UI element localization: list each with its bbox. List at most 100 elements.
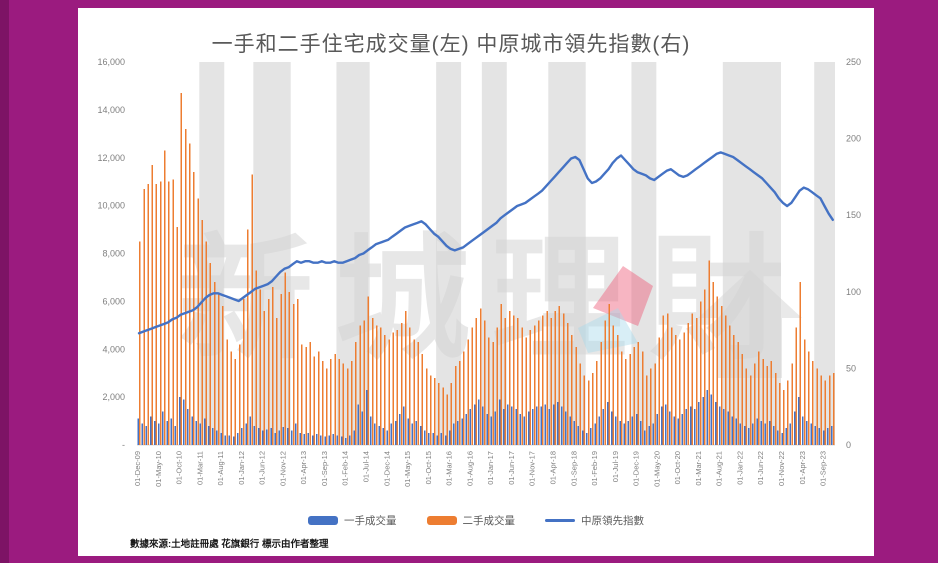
legend-label-index: 中原領先指數	[581, 515, 644, 527]
highlight-band	[548, 62, 586, 445]
y-axis-right-tick-label: 50	[846, 363, 856, 373]
bar-primary	[760, 421, 763, 445]
legend-swatch-secondary-bar	[426, 516, 457, 525]
bar-primary	[237, 433, 239, 445]
bar-secondary	[405, 310, 407, 445]
bar-secondary	[733, 334, 735, 445]
bar-secondary	[400, 322, 403, 445]
bar-primary	[199, 423, 202, 445]
bar-primary	[270, 428, 272, 445]
bar-primary	[548, 409, 551, 445]
bar-primary	[689, 406, 692, 445]
bar-primary	[432, 433, 434, 445]
bar-secondary	[504, 318, 507, 445]
x-axis-tick-label: 01-Nov-17	[528, 451, 537, 486]
bar-primary	[457, 421, 459, 445]
bar-secondary	[654, 363, 656, 445]
bar-primary	[436, 435, 438, 445]
x-axis-tick-label: 01-Apr-23	[798, 451, 807, 484]
bar-primary	[723, 409, 725, 445]
bar-primary	[153, 421, 156, 445]
bar-secondary	[384, 334, 386, 445]
bar-secondary	[446, 394, 449, 445]
bar-secondary	[583, 375, 586, 445]
bar-primary	[266, 429, 268, 445]
bar-primary	[527, 411, 530, 445]
bar-primary	[183, 399, 185, 445]
bar-secondary	[267, 298, 270, 445]
x-axis-tick-label: 01-Oct-15	[424, 451, 433, 484]
bar-secondary	[367, 296, 370, 445]
bar-primary	[822, 430, 825, 445]
bar-primary	[731, 416, 733, 445]
bar-primary	[631, 416, 634, 445]
bar-primary	[349, 435, 351, 445]
bar-secondary	[596, 361, 598, 445]
bar-primary	[594, 423, 596, 445]
bar-secondary	[704, 289, 706, 445]
bar-secondary	[326, 368, 328, 445]
bar-secondary	[749, 375, 752, 445]
bar-primary	[345, 437, 347, 445]
x-axis-tick-label: 01-Sep-13	[320, 451, 329, 486]
bar-secondary	[421, 354, 424, 445]
bar-secondary	[483, 320, 486, 445]
x-axis-tick-label: 01-Sep-23	[819, 451, 828, 486]
bar-secondary	[812, 361, 814, 445]
bar-secondary	[754, 363, 756, 445]
legend-item-secondary: 二手成交量	[426, 513, 515, 528]
bar-secondary	[155, 184, 158, 446]
bar-primary	[706, 389, 709, 445]
bar-secondary	[184, 129, 187, 445]
bar-secondary	[255, 270, 257, 445]
bar-secondary	[616, 334, 619, 445]
y-axis-left-tick-label: 16,000	[97, 57, 125, 67]
bar-primary	[419, 425, 422, 445]
bar-primary	[311, 435, 314, 445]
x-axis-tick-label: 01-Oct-20	[673, 451, 682, 484]
bar-secondary	[375, 325, 378, 445]
x-axis-tick-label: 01-May-10	[154, 451, 163, 487]
legend-swatch-index-line	[545, 519, 575, 522]
bar-secondary	[305, 346, 307, 445]
bar-secondary	[625, 358, 627, 445]
bar-secondary	[218, 294, 220, 445]
bar-secondary	[517, 318, 519, 445]
bar-secondary	[209, 263, 212, 445]
bar-secondary	[766, 366, 768, 445]
bar-secondary	[429, 375, 432, 445]
bar-primary	[303, 434, 305, 445]
x-axis-tick-label: 01-May-20	[652, 451, 661, 487]
bar-primary	[232, 436, 235, 445]
bar-primary	[577, 425, 580, 445]
x-axis-tick-label: 01-Feb-14	[341, 451, 350, 486]
bar-secondary	[417, 342, 419, 445]
bar-secondary	[334, 354, 336, 445]
chart-title: 一手和二手住宅成交量(左) 中原城市領先指數(右)	[211, 33, 691, 56]
y-axis-left-tick-label: 4,000	[102, 344, 125, 354]
bar-secondary	[621, 351, 623, 445]
bar-secondary	[816, 368, 818, 445]
bar-primary	[415, 421, 418, 445]
bar-primary	[698, 401, 700, 445]
x-axis-tick-label: 01-Oct-10	[175, 451, 184, 484]
legend-swatch-primary-bar	[308, 516, 338, 525]
bar-secondary	[795, 327, 798, 445]
bar-secondary	[741, 354, 744, 445]
bar-secondary	[716, 296, 719, 445]
x-axis-tick-label: 01-May-15	[403, 451, 412, 487]
bar-primary	[423, 430, 426, 445]
bar-secondary	[247, 229, 249, 445]
bar-primary	[149, 416, 152, 445]
bar-primary	[166, 421, 168, 445]
bar-primary	[793, 411, 796, 445]
left-edge-strip	[0, 0, 9, 563]
x-axis-tick-label: 01-Jul-19	[611, 451, 620, 482]
bar-secondary	[554, 310, 557, 445]
bar-primary	[781, 433, 783, 445]
bar-secondary	[350, 361, 353, 445]
bar-primary	[407, 418, 409, 445]
bar-primary	[469, 409, 472, 445]
bar-secondary	[791, 363, 793, 445]
bar-secondary	[151, 164, 154, 445]
